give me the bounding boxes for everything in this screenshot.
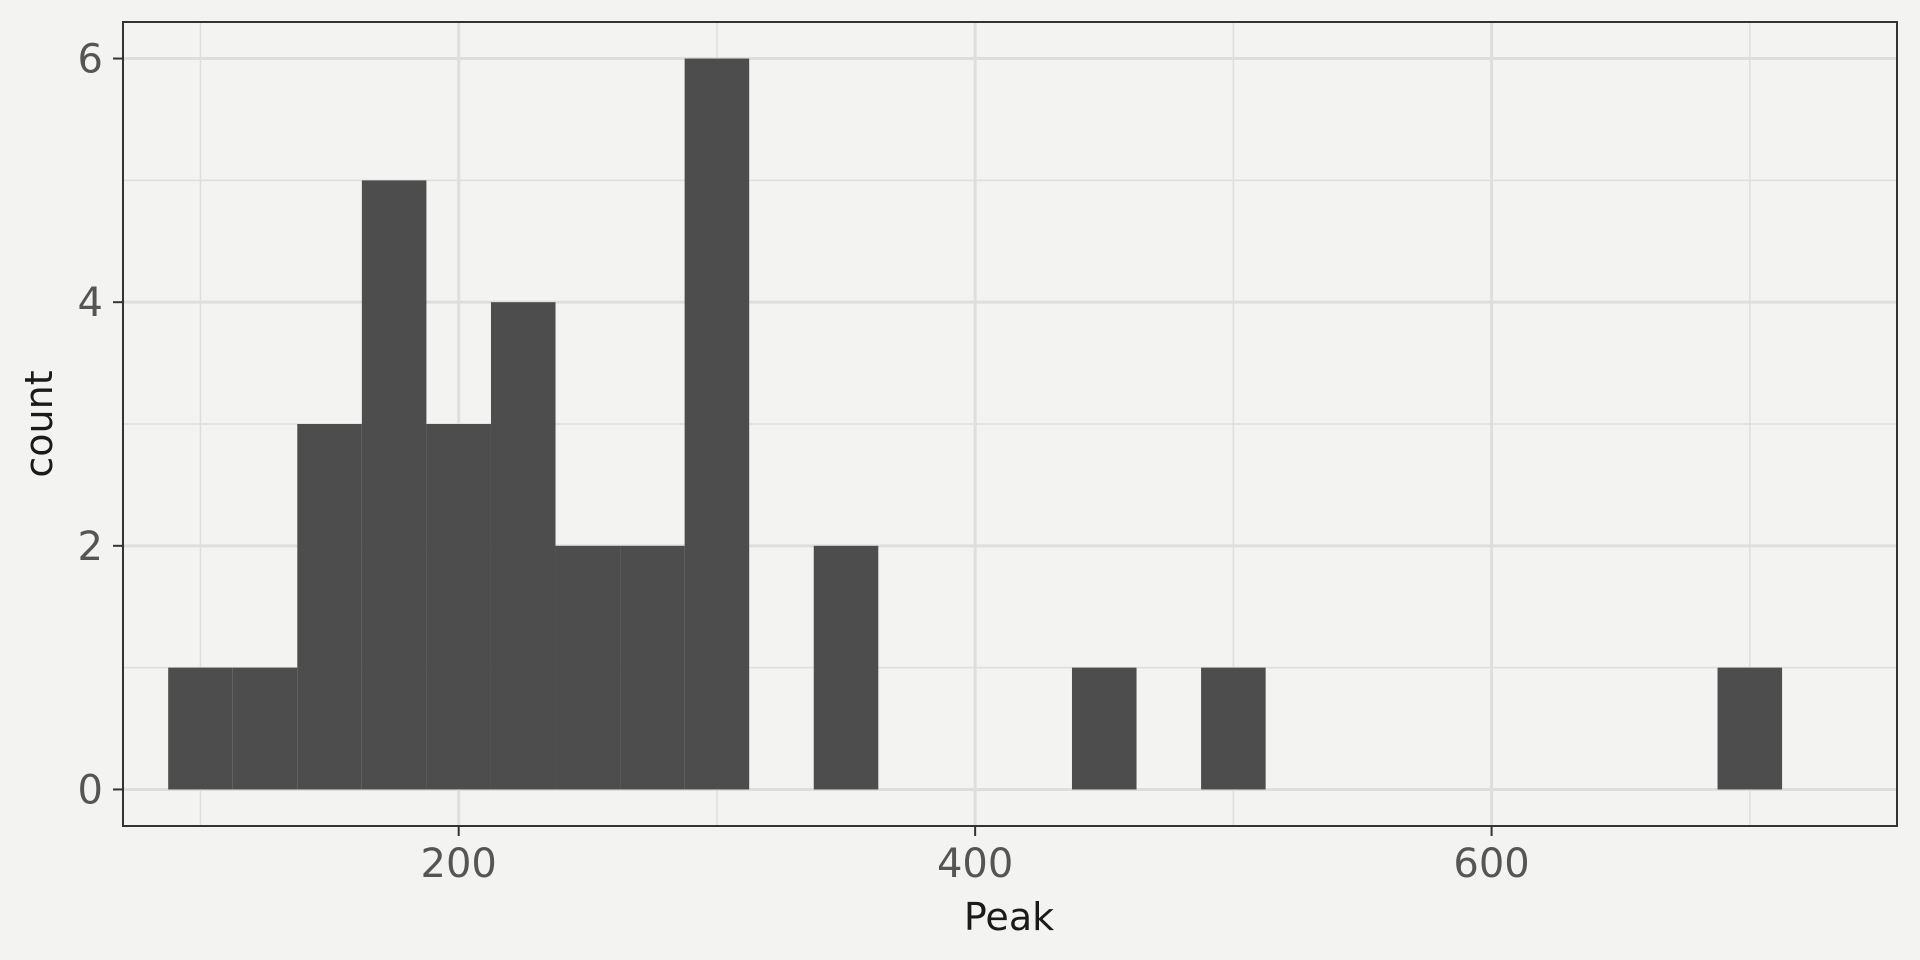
y-tick-label: 6 <box>78 37 103 83</box>
histogram-bar <box>813 545 879 790</box>
histogram-bar <box>232 667 298 790</box>
histogram-bar <box>620 545 685 790</box>
x-axis: 200 400 600 <box>421 826 1530 887</box>
x-tick-label: 600 <box>1453 841 1529 887</box>
histogram-bars <box>168 58 1783 790</box>
histogram-bar <box>426 424 491 790</box>
histogram-bar <box>490 302 556 790</box>
x-axis-title: Peak <box>964 895 1054 939</box>
y-tick-label: 4 <box>78 280 103 326</box>
panel-border <box>122 21 1898 827</box>
y-tick-label: 0 <box>78 767 103 813</box>
histogram-bar <box>168 667 233 790</box>
y-tick-label: 2 <box>78 524 103 570</box>
histogram-bar <box>297 424 362 790</box>
histogram-bar <box>555 545 621 790</box>
histogram-bar <box>1201 667 1266 790</box>
histogram-bar <box>1717 667 1783 790</box>
histogram-bar <box>361 180 427 790</box>
y-axis: 0 2 4 6 <box>78 37 123 813</box>
x-tick-label: 400 <box>937 841 1013 887</box>
histogram-bar <box>684 58 750 790</box>
y-axis-title: count <box>17 370 61 477</box>
histogram-bar <box>1071 667 1137 790</box>
x-tick-label: 200 <box>421 841 497 887</box>
